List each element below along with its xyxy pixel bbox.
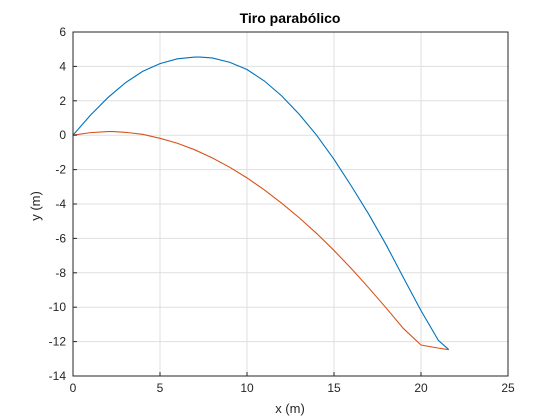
y-tick-label: 0 bbox=[59, 128, 66, 142]
y-tick-label: 2 bbox=[59, 94, 66, 108]
axes bbox=[72, 31, 509, 377]
x-tick-label: 15 bbox=[327, 381, 341, 395]
series-line-2 bbox=[72, 131, 449, 351]
y-tick-label: -6 bbox=[55, 231, 66, 245]
x-axis-label: x (m) bbox=[275, 401, 305, 416]
plot-area-frame bbox=[72, 31, 509, 377]
tick-labels: 0 5 10 15 20 25 -14 -12 -10 -8 -6 -4 -2 0 2 4 6 bbox=[49, 25, 515, 395]
chart-title: Tiro parabólico bbox=[240, 10, 341, 26]
x-tick-label: 20 bbox=[414, 381, 428, 395]
series-line-1 bbox=[72, 56, 450, 351]
y-tick-label: -8 bbox=[55, 266, 66, 280]
plot-series bbox=[72, 56, 450, 351]
x-tick-label: 5 bbox=[157, 381, 164, 395]
y-tick-label: -12 bbox=[49, 335, 67, 349]
y-tick-label: -2 bbox=[55, 163, 66, 177]
x-tick-label: 10 bbox=[240, 381, 254, 395]
y-axis-label: y (m) bbox=[28, 191, 43, 221]
y-tick-label: 6 bbox=[59, 25, 66, 39]
y-tick-label: -14 bbox=[49, 369, 67, 383]
x-tick-label: 25 bbox=[501, 381, 515, 395]
y-tick-label: -10 bbox=[49, 300, 67, 314]
y-tick-label: -4 bbox=[55, 197, 66, 211]
y-tick-label: 4 bbox=[59, 59, 66, 73]
x-tick-label: 0 bbox=[70, 381, 77, 395]
